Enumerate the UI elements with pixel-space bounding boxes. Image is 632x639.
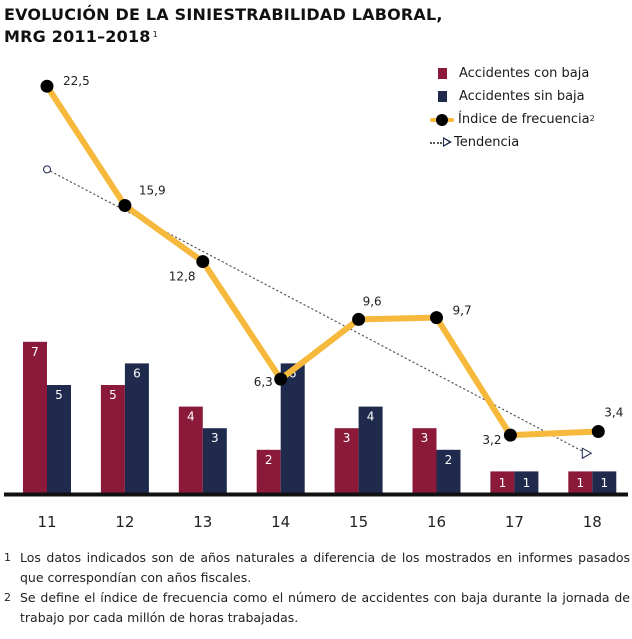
footnote-text: Los datos indicados son de años naturale… — [20, 550, 630, 585]
footnote-1: 1 Los datos indicados son de años natura… — [4, 548, 630, 588]
legend-swatch-sin-baja — [438, 91, 447, 102]
legend-label-con-baja: Accidentes con baja — [459, 66, 590, 81]
frequency-label-15: 9,6 — [363, 294, 382, 308]
bar-label-con-baja-17: 1 — [499, 476, 507, 490]
bar-label-sin-baja-11: 5 — [55, 388, 63, 402]
chart-title-text-2: MRG 2011–2018 — [4, 27, 151, 46]
chart-title: EVOLUCIÓN DE LA SINIESTRABILIDAD LABORAL… — [4, 4, 443, 48]
bar-label-sin-baja-16: 2 — [445, 453, 453, 467]
bar-sin-baja-11 — [47, 385, 71, 493]
frequency-point-15 — [352, 312, 366, 326]
x-tick-label-12: 12 — [115, 513, 134, 531]
x-tick-label-13: 13 — [193, 513, 212, 531]
trend-end-marker — [581, 447, 593, 460]
bar-label-sin-baja-13: 3 — [211, 431, 219, 445]
footnote-number: 2 — [4, 591, 11, 604]
frequency-line — [44, 83, 602, 439]
frequency-point-18 — [591, 425, 605, 439]
frequency-label-12: 15,9 — [139, 184, 166, 198]
bar-sin-baja-17 — [514, 471, 539, 493]
legend-label-sin-baja: Accidentes sin baja — [459, 89, 585, 104]
footnote-text: Se define el índice de frecuencia como e… — [20, 590, 630, 625]
legend-item-sin-baja: Accidentes sin baja — [430, 85, 595, 108]
bar-con-baja-15 — [334, 428, 359, 493]
chart-title-line-2: MRG 2011–2018 1 — [4, 26, 443, 48]
footnote-2: 2 Se define el índice de frecuencia como… — [4, 588, 630, 628]
legend-label-tendencia: Tendencia — [454, 135, 520, 150]
frequency-label-16: 9,7 — [453, 304, 472, 318]
bar-sin-baja-15 — [358, 406, 383, 493]
frequency-label-13: 12,8 — [169, 270, 196, 284]
chart-title-line-1: EVOLUCIÓN DE LA SINIESTRABILIDAD LABORAL… — [4, 5, 443, 24]
legend-item-con-baja: Accidentes con baja — [430, 62, 595, 85]
frequency-label-17: 3,2 — [482, 433, 501, 447]
bar-label-sin-baja-15: 4 — [367, 410, 375, 424]
chart-legend: Accidentes con baja Accidentes sin baja … — [430, 62, 595, 154]
legend-key-tendencia — [430, 136, 452, 150]
bar-sin-baja-13 — [202, 428, 227, 493]
bar-con-baja-18 — [568, 471, 593, 493]
frequency-point-17 — [503, 428, 517, 442]
bar-con-baja-11 — [23, 341, 47, 493]
footnotes: 1 Los datos indicados son de años natura… — [4, 548, 630, 628]
bar-con-baja-16 — [412, 428, 437, 493]
frequency-label-14: 6,3 — [254, 375, 273, 389]
frequency-point-13 — [196, 255, 210, 269]
bar-label-sin-baja-12: 6 — [133, 366, 141, 380]
bar-label-con-baja-13: 4 — [187, 410, 195, 424]
bar-label-con-baja-18: 1 — [576, 476, 584, 490]
bar-con-baja-14 — [256, 449, 281, 493]
footnote-number: 1 — [4, 551, 11, 564]
x-tick-label-17: 17 — [505, 513, 524, 531]
bar-sin-baja-16 — [436, 449, 461, 493]
bar-sin-baja-12 — [124, 363, 149, 493]
legend-footnote-ref: 2 — [589, 114, 595, 123]
x-tick-label-11: 11 — [37, 513, 56, 531]
bar-label-con-baja-16: 3 — [421, 431, 429, 445]
title-footnote-ref: 1 — [152, 30, 158, 39]
x-tick-label-14: 14 — [271, 513, 290, 531]
x-tick-label-18: 18 — [583, 513, 602, 531]
bar-sin-baja-18 — [592, 471, 617, 493]
legend-item-frecuencia: Índice de frecuencia 2 — [430, 108, 595, 131]
bar-con-baja-17 — [490, 471, 515, 493]
x-tick-label-15: 15 — [349, 513, 368, 531]
frequency-point-16 — [430, 311, 443, 325]
frequency-label-11: 22,5 — [63, 74, 90, 88]
frequency-point-14 — [274, 372, 288, 386]
bar-label-con-baja-15: 3 — [343, 431, 351, 445]
bar-label-sin-baja-18: 1 — [600, 476, 608, 490]
bar-con-baja-13 — [178, 406, 203, 493]
frequency-point-11 — [40, 79, 54, 93]
bar-label-sin-baja-17: 1 — [523, 476, 531, 490]
frequency-label-18: 3,4 — [604, 406, 623, 420]
legend-swatch-con-baja — [438, 68, 447, 79]
legend-item-tendencia: Tendencia — [430, 131, 595, 154]
bar-label-con-baja-14: 2 — [265, 453, 273, 467]
bar-label-con-baja-11: 7 — [31, 345, 39, 359]
legend-label-frecuencia: Índice de frecuencia — [458, 112, 590, 127]
legend-key-frecuencia — [430, 113, 454, 127]
bar-con-baja-12 — [100, 385, 125, 493]
bar-label-con-baja-12: 5 — [109, 388, 117, 402]
bar-sin-baja-14 — [280, 363, 305, 493]
x-tick-label-16: 16 — [427, 513, 446, 531]
frequency-point-12 — [118, 199, 132, 213]
trend-start-marker — [43, 165, 51, 174]
